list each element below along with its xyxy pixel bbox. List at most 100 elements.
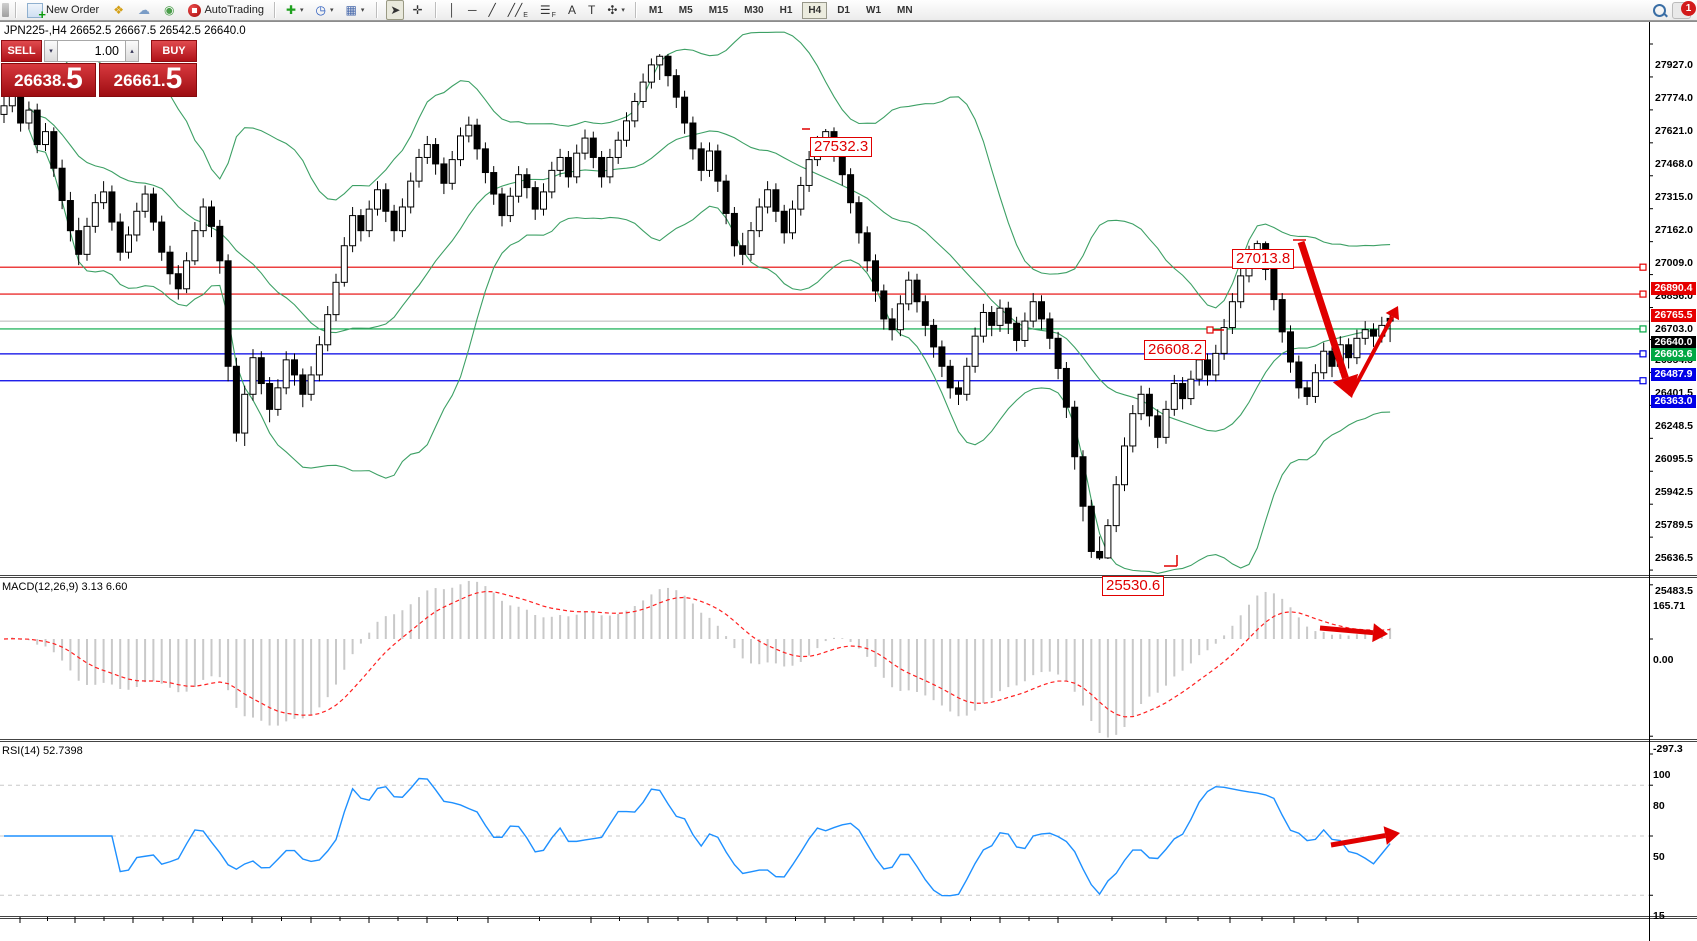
candle-body [706,150,713,171]
timeframe-w1-button[interactable]: W1 [866,4,881,16]
candle-body [50,131,58,169]
rsi-line [4,777,1391,897]
dropdown-caret-icon: ▾ [330,7,334,14]
candle-body [340,245,348,283]
candle-body [963,365,971,395]
toolbar-icon-group: ❖ ☁ ◉ [109,0,178,20]
candle-body [1187,378,1195,400]
candle-body [847,174,855,204]
buy-button[interactable]: BUY [151,40,197,62]
candle-body [315,344,323,376]
price-tag: 26765.5 [1651,308,1696,322]
cursor-button[interactable]: ➤ [386,0,405,20]
template-icon: ▦ [345,3,357,17]
candle-body [1170,383,1178,410]
autotrading-button[interactable]: AutoTrading [184,0,268,20]
new-order-icon [27,2,46,22]
candle-body [83,225,91,255]
fibonacci-button[interactable]: ☰ F [536,0,560,20]
candle-body [905,279,913,305]
candle-body [946,365,954,389]
chart-area[interactable]: 27532.3 27013.8 26608.2 25530.6 27927.0 27774… [0,21,1697,941]
toolbar-separator [376,2,379,18]
candle-body [257,357,265,385]
text-button[interactable]: A [564,0,580,20]
candle-body [614,139,622,158]
horizontal-line-button[interactable]: ─ [464,0,481,20]
template-button[interactable]: ▦ ▾ [342,0,369,20]
arrows-button[interactable]: ✣ ▾ [603,0,629,20]
vertical-line-button[interactable]: │ [445,0,461,20]
one-click-trading-panel: SELL ▾ 1.00 ▴ BUY 26638. 5 26661. 5 [1,40,197,97]
autotrading-label: AutoTrading [204,4,264,16]
candle-body [1295,361,1303,389]
timeframe-d1-button[interactable]: D1 [837,4,850,16]
candle-body [1145,393,1153,417]
candle-body [1204,359,1211,376]
candle-body [1228,301,1236,329]
timeframe-m30-button[interactable]: M30 [744,4,764,16]
candle-body [930,324,938,348]
candle-body [639,81,647,102]
macd-axis-label: 165.71 [1653,599,1686,612]
price-axis-label: 27315.0 [1655,190,1693,203]
charts-button[interactable]: ❖ [109,0,128,20]
candle-body [564,156,572,178]
price-axis-label: 26095.5 [1655,453,1693,466]
buy-price[interactable]: 26661. 5 [99,63,197,97]
timeframe-h4-button[interactable]: H4 [802,1,828,19]
candle-body [332,281,340,316]
cloud-button[interactable]: ☁ [134,0,154,20]
candle-body [1062,367,1070,408]
candle-body [996,307,1004,326]
timeframe-m15-button[interactable]: M15 [708,4,729,16]
candle-body [1079,456,1087,507]
annotation-handle [1206,326,1214,334]
candle-body [208,206,215,227]
sell-button[interactable]: SELL [1,40,42,62]
candle-body [473,124,481,150]
dropdown-caret-icon: ▾ [621,7,625,14]
new-order-button[interactable]: New Order [23,0,103,22]
volume-increase-button[interactable]: ▴ [125,40,139,62]
volume-input[interactable]: 1.00 [58,40,125,62]
cloud-icon: ☁ [137,3,150,17]
candle-body [457,135,464,161]
candle-body [1104,525,1112,559]
candle-body [1345,344,1353,359]
timeframe-h1-button[interactable]: H1 [779,4,793,16]
period-clock-button[interactable]: ◷ ▾ [312,0,338,20]
add-indicator-button[interactable]: ✚ ▾ [282,0,308,20]
notification-badge: 1 [1681,0,1696,16]
candle-body [589,137,597,158]
vertical-line-icon: │ [448,3,457,17]
sell-price[interactable]: 26638. 5 [1,63,96,97]
volume-decrease-button[interactable]: ▾ [44,40,58,62]
candle-body [374,189,381,210]
channel-button[interactable]: ╱╱ E [504,0,532,20]
trend-arrow-head [1383,826,1400,845]
notification-icon[interactable]: 1 [1672,0,1696,19]
candle-body [855,202,863,234]
timeframe-m1-button[interactable]: M1 [648,4,663,16]
toolbar-separator [634,2,637,18]
chart-overlay: 27532.3 27013.8 26608.2 25530.6 27927.0 27774… [0,21,1697,941]
candle-body [481,148,489,174]
candle-body [1054,337,1062,369]
timeframe-mn-button[interactable]: MN [897,4,913,16]
search-icon[interactable] [1653,3,1666,17]
candle-body [971,335,979,367]
price-axis-label: 25636.5 [1655,552,1693,565]
candle-body [266,383,274,410]
candle-body [531,187,539,210]
crosshair-button[interactable]: ✛ [408,0,426,20]
price-axis-label: 26703.0 [1655,322,1693,335]
candle-body [415,156,423,182]
label-button[interactable]: T [584,0,599,20]
candle-body [1013,322,1021,341]
signal-button[interactable]: ◉ [160,0,178,20]
trend-arrow [1330,833,1386,848]
trendline-button[interactable]: ╱ [485,0,500,20]
candle-body [805,159,813,186]
timeframe-m5-button[interactable]: M5 [678,4,693,16]
